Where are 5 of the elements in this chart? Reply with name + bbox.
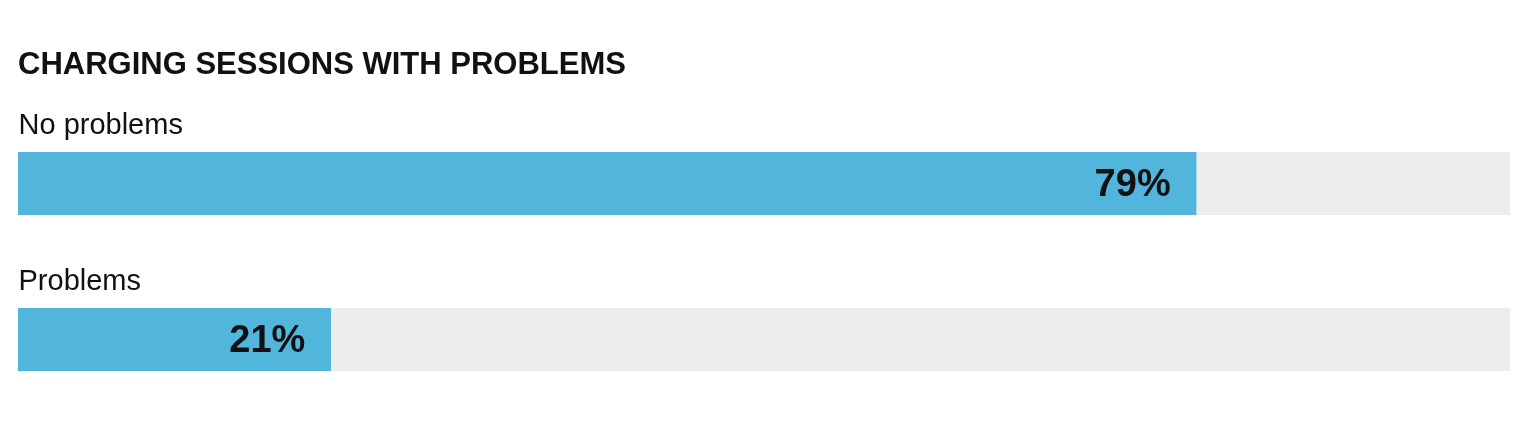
y-tick-label: Problems <box>18 264 141 296</box>
data-label: 21% <box>229 317 306 360</box>
y-tick-label: No problems <box>18 108 183 140</box>
data-label: 79% <box>1094 161 1171 204</box>
chart-title: CHARGING SESSIONS WITH PROBLEMS <box>18 45 626 81</box>
